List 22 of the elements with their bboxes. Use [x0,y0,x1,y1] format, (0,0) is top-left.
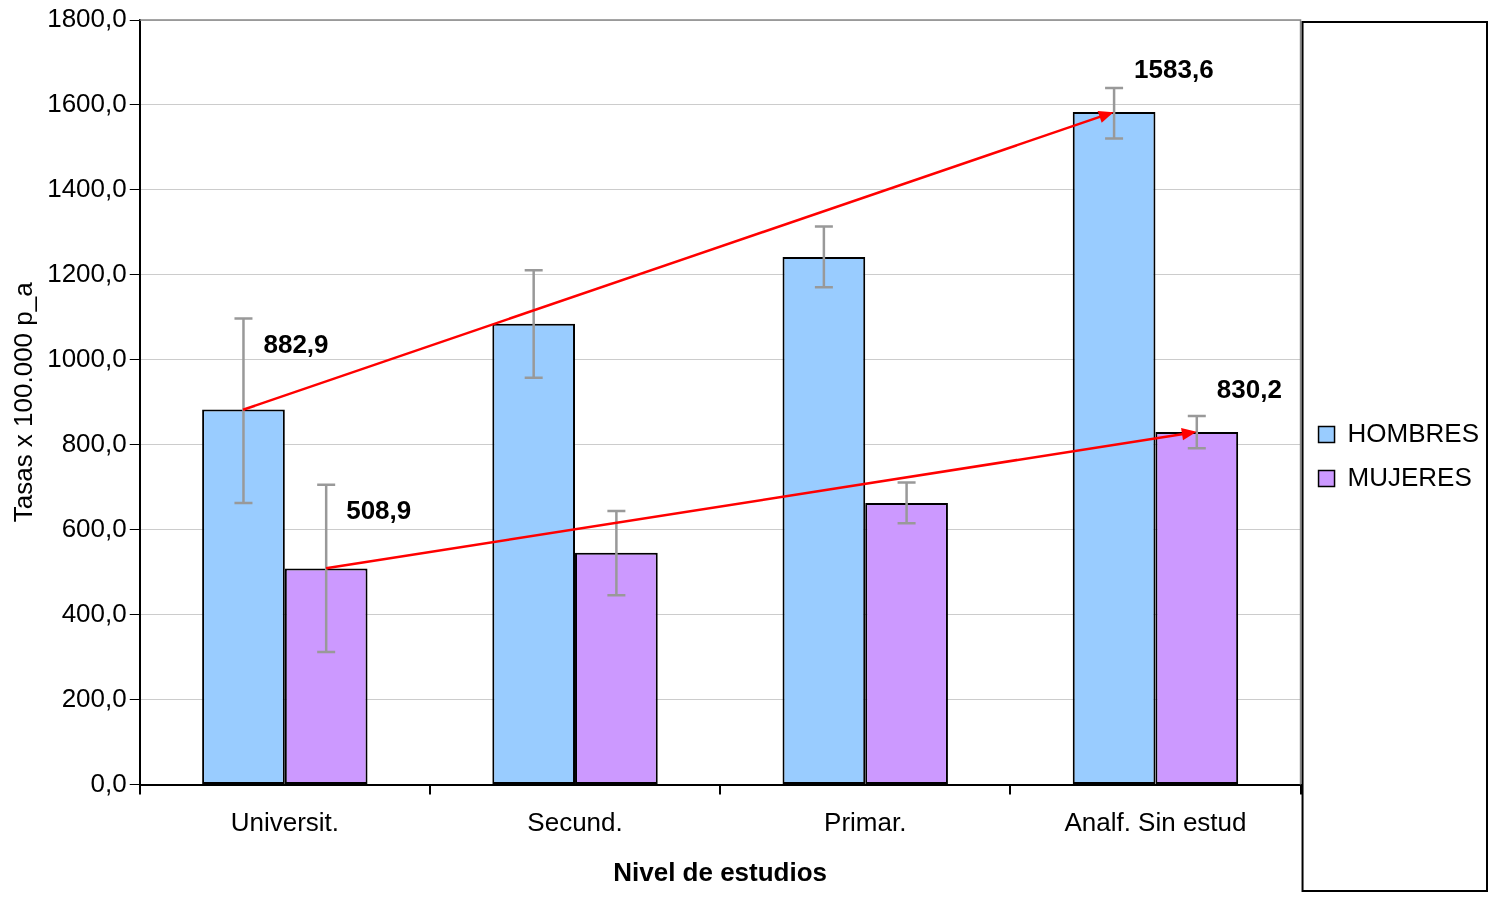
x-tick-label: Secund. [527,807,623,838]
y-tick-label: 600,0 [61,512,127,543]
y-tick-label: 1400,0 [47,173,127,204]
y-tick-label: 400,0 [61,597,127,628]
data-label: 882,9 [263,328,329,359]
y-tick-label: 200,0 [61,682,127,713]
y-tick-label: 1600,0 [47,88,127,119]
y-tick-label: 1200,0 [47,258,127,289]
x-tick-label: Universit. [230,807,340,838]
data-label: 1583,6 [1134,54,1214,85]
x-axis-title: Nivel de estudios [613,856,828,887]
y-tick-label: 1800,0 [47,3,127,34]
x-tick-label: Analf. Sin estud [1064,807,1247,838]
legend-label: HOMBRES [1347,417,1480,448]
data-label: 830,2 [1216,374,1282,405]
y-axis-title: Tasas x 100.000 p_a [7,281,38,523]
x-tick-label: Primar. [824,807,907,838]
legend-label: MUJERES [1347,461,1472,492]
y-tick-label: 800,0 [61,427,127,458]
y-tick-label: 0,0 [90,767,127,798]
data-label: 508,9 [346,494,412,525]
y-tick-label: 1000,0 [47,342,127,373]
